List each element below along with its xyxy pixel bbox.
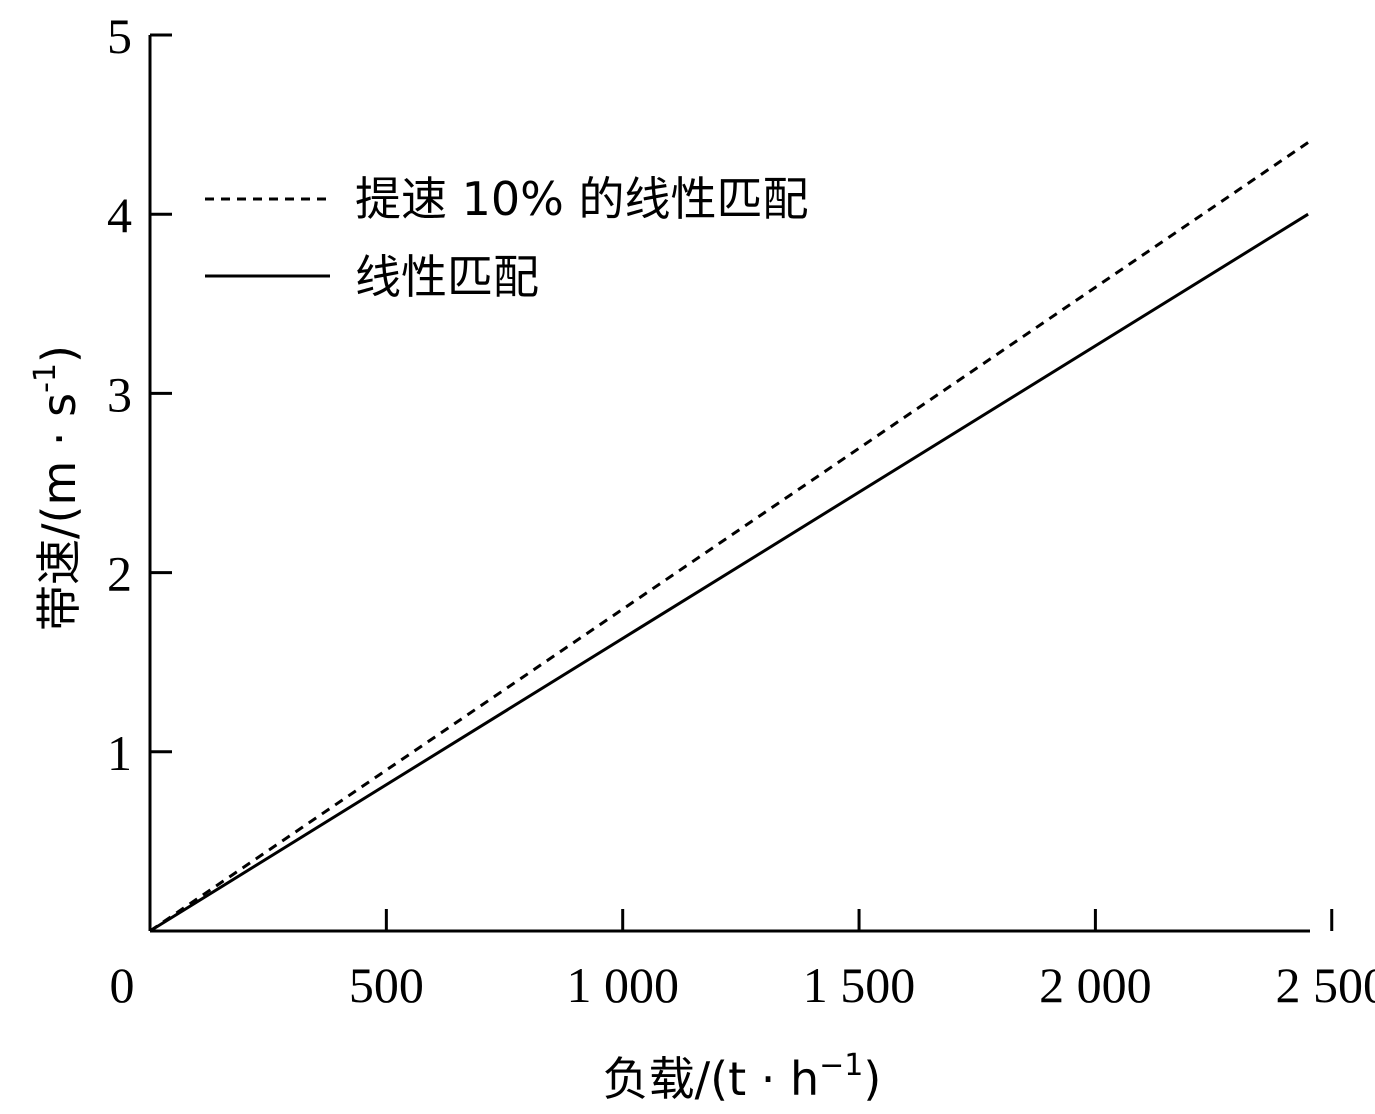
series-line-dashed [149, 141, 1309, 933]
y-tick-label: 3 [107, 366, 132, 422]
y-tick-label: 1 [107, 725, 132, 781]
legend-label-dashed: 提速 10% 的线性匹配 [355, 172, 809, 226]
y-tick-label: 5 [107, 8, 132, 64]
y-tick-label: 2 [107, 546, 132, 602]
x-tick-label: 1 000 [566, 957, 679, 1013]
y-tick-label: 4 [107, 187, 132, 243]
x-tick-label: 1 500 [803, 957, 916, 1013]
x-axis-title: 负载/(t · h−1) [603, 1048, 882, 1106]
legend-label-solid: 线性匹配 [355, 250, 539, 304]
y-axis-title: 带速/(m · s-1) [28, 345, 86, 631]
x-ticks: 0 500 1 000 1 500 2 000 2 500 [110, 909, 1375, 1013]
axes [148, 35, 1310, 933]
y-ticks: 1 2 3 4 5 [107, 8, 172, 781]
series-line-solid [149, 212, 1309, 933]
x-tick-label: 0 [110, 957, 135, 1013]
x-tick-label: 500 [349, 957, 424, 1013]
series [149, 141, 1309, 933]
legend: 提速 10% 的线性匹配 线性匹配 [205, 172, 809, 304]
x-tick-label: 2 000 [1039, 957, 1152, 1013]
x-tick-label: 2 500 [1276, 957, 1375, 1013]
